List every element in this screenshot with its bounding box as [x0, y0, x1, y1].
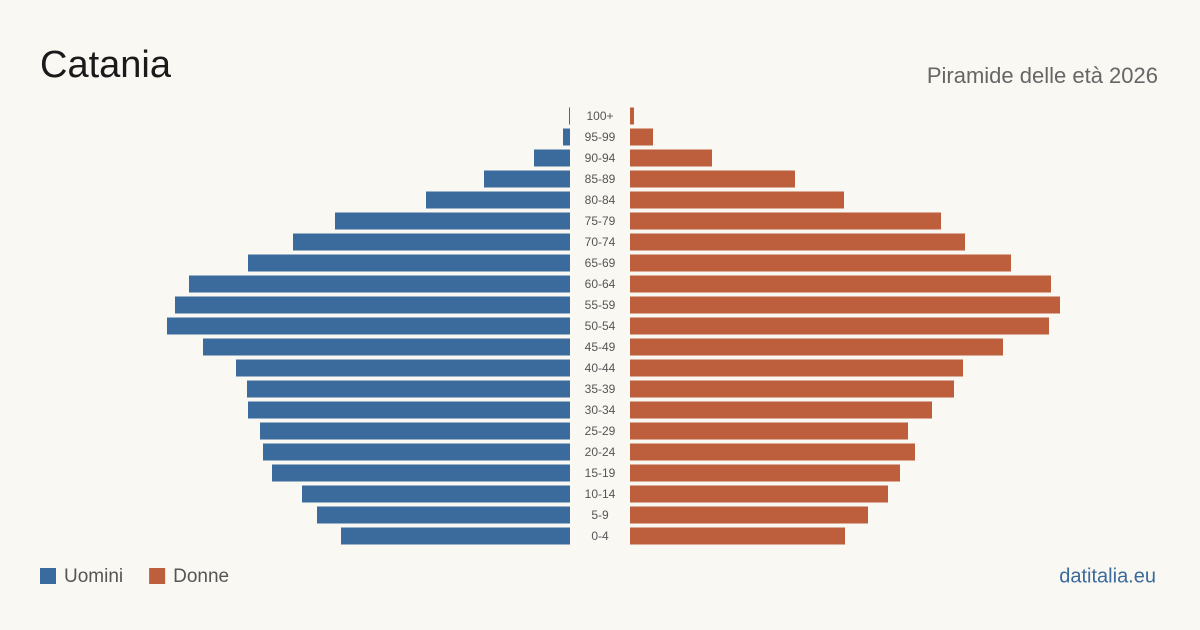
bar	[630, 212, 941, 230]
age-label: 80-84	[585, 193, 616, 207]
bar	[302, 485, 570, 503]
bar	[630, 296, 1060, 314]
age-label: 20-24	[585, 445, 616, 459]
bar	[630, 233, 965, 251]
bar	[630, 443, 915, 461]
age-label: 95-99	[585, 130, 616, 144]
bar	[630, 506, 868, 524]
bar	[630, 422, 908, 440]
source: datitalia.eu	[1059, 565, 1156, 587]
bar	[630, 275, 1051, 293]
age-label: 0-4	[591, 529, 609, 543]
bar	[630, 485, 888, 503]
age-label: 85-89	[585, 172, 616, 186]
bar	[630, 254, 1011, 272]
bar	[189, 275, 570, 293]
age-label: 10-14	[585, 487, 616, 501]
bar	[426, 191, 570, 209]
bar	[630, 107, 634, 125]
age-label: 70-74	[585, 235, 616, 249]
age-label: 25-29	[585, 424, 616, 438]
age-label: 5-9	[591, 508, 609, 522]
bar	[569, 107, 570, 125]
bar	[335, 212, 570, 230]
legend-label: Donne	[173, 566, 229, 587]
bar	[630, 380, 954, 398]
age-label: 100+	[586, 109, 613, 123]
age-label: 35-39	[585, 382, 616, 396]
bar	[563, 128, 570, 146]
bar	[167, 317, 570, 335]
bar	[630, 464, 900, 482]
bar	[630, 128, 653, 146]
chart-subtitle: Piramide delle età 2026	[927, 63, 1158, 88]
bar	[630, 401, 932, 419]
age-label: 30-34	[585, 403, 616, 417]
bar	[484, 170, 570, 188]
age-label: 55-59	[585, 298, 616, 312]
age-label: 60-64	[585, 277, 616, 291]
bar	[630, 527, 845, 545]
legend-label: Uomini	[64, 566, 123, 587]
bar	[203, 338, 570, 356]
legend-swatch	[40, 568, 56, 584]
bar	[263, 443, 570, 461]
bar	[317, 506, 570, 524]
bar	[341, 527, 570, 545]
age-label: 40-44	[585, 361, 616, 375]
bar	[247, 380, 570, 398]
bar	[236, 359, 570, 377]
bar	[630, 317, 1049, 335]
bar	[248, 254, 570, 272]
bar	[630, 170, 795, 188]
bar	[534, 149, 570, 167]
chart-title: Catania	[40, 44, 172, 86]
legend-swatch	[149, 568, 166, 584]
age-label: 75-79	[585, 214, 616, 228]
bar	[630, 149, 712, 167]
bar	[272, 464, 570, 482]
bar	[260, 422, 570, 440]
age-label: 50-54	[585, 319, 616, 333]
bar	[630, 338, 1003, 356]
bar	[175, 296, 570, 314]
age-label: 90-94	[585, 151, 616, 165]
age-label: 65-69	[585, 256, 616, 270]
bar	[248, 401, 570, 419]
age-label: 15-19	[585, 466, 616, 480]
bar	[630, 191, 844, 209]
bar	[293, 233, 570, 251]
age-label: 45-49	[585, 340, 616, 354]
bar	[630, 359, 963, 377]
